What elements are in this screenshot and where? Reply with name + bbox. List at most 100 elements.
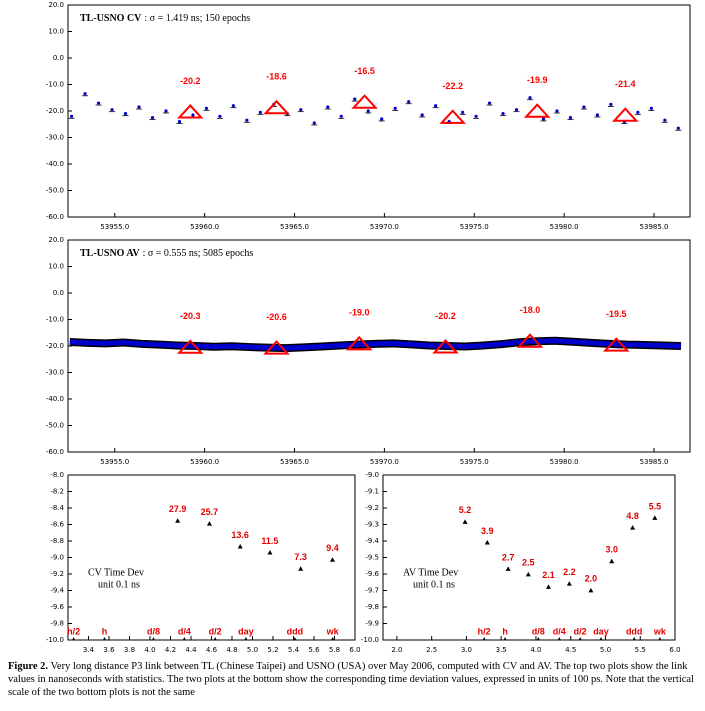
cv-point	[649, 106, 653, 110]
cv-point	[501, 112, 505, 116]
tdev-point	[462, 519, 468, 524]
x-tick-label: 5.6	[308, 646, 320, 654]
time-marker	[293, 637, 297, 640]
time-marker-label: d/8	[147, 626, 160, 636]
tdev-label: 27.9	[169, 504, 187, 514]
x-tick-label: 2.0	[391, 646, 402, 654]
mean-triangle	[176, 339, 204, 354]
cv-point	[150, 116, 155, 120]
x-tick-label: 53965.0	[280, 458, 309, 466]
x-tick-label: 3.6	[103, 646, 115, 654]
x-tick-label: 4.0	[144, 646, 155, 654]
panel-title: AV Time Dev	[403, 567, 458, 578]
panel-title: TL-USNO AV: σ = 0.555 ns; 5085 epochs	[80, 248, 253, 259]
tdev-label: 5.2	[459, 505, 472, 515]
y-tick-label: -60.0	[46, 213, 64, 221]
x-tick-label: 6.0	[349, 646, 360, 654]
tdev-label: 7.3	[294, 552, 307, 562]
y-tick-label: -8.0	[50, 471, 64, 479]
time-marker	[182, 637, 186, 640]
x-tick-label: 5.5	[635, 646, 646, 654]
cv-point	[83, 92, 87, 96]
x-tick-label: 4.2	[165, 646, 176, 654]
mean-label: -20.3	[180, 311, 201, 321]
mean-triangle	[263, 99, 290, 115]
time-marker	[536, 637, 540, 640]
time-marker	[599, 637, 603, 640]
y-tick-label: -9.0	[50, 554, 64, 562]
time-marker-label: day	[593, 626, 609, 636]
mean-label: -21.4	[615, 79, 636, 89]
y-tick-label: -9.7	[365, 587, 379, 595]
tdev-label: 2.5	[522, 558, 535, 568]
cv-point	[460, 110, 465, 114]
caption-text: Very long distance P3 link between TL (C…	[8, 661, 694, 698]
panel-title-stats: : σ = 1.419 ns; 150 epochs	[144, 13, 250, 24]
y-tick-label: -30.0	[46, 369, 64, 377]
cv-point	[110, 108, 114, 112]
tdev-point	[652, 515, 658, 520]
cv-point	[339, 114, 343, 118]
time-marker-label: wk	[326, 626, 340, 636]
cv-point	[568, 116, 573, 120]
cv-point	[96, 101, 101, 105]
mean-triangle	[432, 339, 459, 354]
panel-title-main: TL-USNO CV	[80, 13, 142, 24]
mean-label: -19.9	[527, 75, 548, 85]
cv-point	[636, 110, 640, 114]
time-marker	[102, 637, 106, 640]
x-tick-label: 6.0	[669, 646, 680, 654]
cv-point	[123, 112, 128, 116]
y-tick-label: -10.0	[46, 316, 64, 324]
y-tick-label: 20.0	[48, 236, 64, 244]
y-tick-label: 10.0	[48, 28, 64, 36]
cv-point	[177, 120, 182, 124]
time-marker	[632, 637, 636, 640]
tdev-point	[609, 558, 615, 564]
y-tick-label: -9.5	[365, 554, 379, 562]
time-marker	[557, 637, 561, 640]
y-tick-label: -50.0	[46, 422, 64, 430]
cv-point	[204, 106, 209, 110]
panel-unit: unit 0.1 ns	[98, 579, 140, 590]
tdev-point	[505, 566, 511, 571]
tdev-point	[588, 587, 594, 593]
x-tick-label: 53970.0	[370, 458, 399, 466]
time-marker	[658, 637, 662, 640]
y-tick-label: -9.8	[50, 620, 64, 628]
x-tick-label: 53975.0	[460, 223, 489, 231]
mean-label: -19.0	[349, 308, 370, 318]
cv-point	[676, 126, 680, 130]
plot-frame	[67, 474, 356, 641]
cv-point	[164, 109, 168, 113]
time-marker-label: h/2	[67, 626, 80, 636]
time-marker-label: wk	[653, 626, 667, 636]
y-tick-label: -30.0	[46, 134, 64, 142]
cv-point	[609, 102, 613, 106]
mean-triangle	[516, 333, 544, 348]
time-marker-label: ddd	[287, 626, 304, 636]
x-tick-label: 3.0	[461, 646, 472, 654]
x-tick-label: 5.8	[329, 646, 340, 654]
mean-triangle	[603, 337, 630, 352]
panel-title-main: TL-USNO AV	[80, 248, 140, 259]
tdev-label: 3.9	[481, 526, 494, 536]
y-tick-label: -9.2	[50, 570, 64, 578]
y-tick-label: -8.8	[50, 537, 64, 545]
cv-point	[474, 114, 478, 118]
x-tick-label: 53960.0	[190, 223, 219, 231]
cv-point	[663, 118, 667, 122]
time-marker-label: h	[502, 626, 508, 636]
mean-label: -20.2	[180, 76, 201, 86]
tdev-label: 25.7	[201, 507, 219, 517]
cv-point	[191, 113, 195, 117]
cv-point	[69, 114, 74, 118]
cv-point	[299, 108, 303, 112]
time-marker-label: ddd	[626, 626, 643, 636]
y-tick-label: -8.2	[50, 488, 64, 496]
cv-point	[366, 109, 370, 113]
tdev-label: 3.0	[605, 545, 618, 555]
x-tick-label: 53965.0	[280, 223, 309, 231]
y-tick-label: -9.6	[50, 603, 64, 611]
tdev-point	[525, 571, 531, 577]
